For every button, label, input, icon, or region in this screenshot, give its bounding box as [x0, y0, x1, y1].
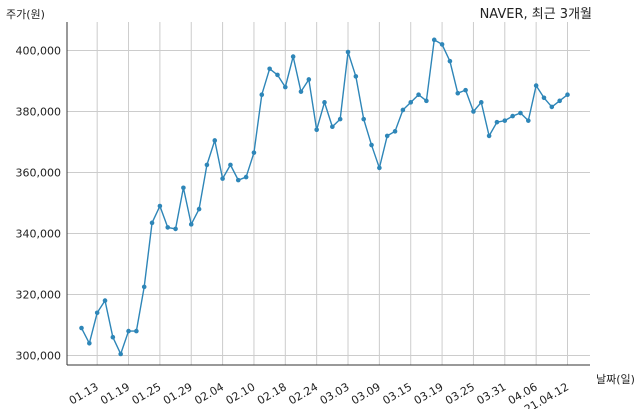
x-axis-title: 날짜(일): [596, 372, 635, 386]
data-point: [196, 206, 202, 212]
x-tick-label: 02.10: [224, 380, 258, 407]
y-tick-label: 380,000: [16, 106, 62, 119]
data-point: [494, 119, 500, 125]
data-point: [314, 127, 319, 133]
data-point: [290, 54, 296, 59]
data-point: [118, 351, 123, 357]
y-tick-label: 400,000: [16, 45, 62, 58]
x-tick-label: 02.18: [255, 380, 289, 407]
data-point: [377, 165, 382, 171]
data-point: [416, 92, 421, 98]
y-tick-label: 300,000: [16, 350, 62, 363]
data-point: [306, 77, 312, 82]
series-line: [80, 39, 568, 355]
x-tick-label: 03.03: [318, 380, 352, 407]
data-point: [439, 42, 445, 47]
data-point: [259, 92, 265, 98]
data-point: [447, 58, 453, 64]
chart-title: NAVER, 최근 3개월: [480, 7, 592, 22]
y-axis-title: 주가(원): [6, 8, 45, 21]
data-point: [204, 162, 210, 168]
data-point: [361, 116, 366, 122]
series-layer: [79, 37, 570, 357]
data-point: [102, 298, 108, 303]
data-point: [463, 87, 468, 93]
data-point: [533, 83, 539, 88]
data-point: [165, 225, 171, 230]
data-point: [283, 84, 288, 90]
data-point: [267, 66, 272, 72]
data-point: [557, 98, 562, 104]
data-point: [337, 116, 343, 122]
data-point: [345, 49, 351, 55]
data-point: [126, 328, 131, 334]
data-point: [251, 150, 257, 155]
data-point: [424, 98, 429, 104]
data-point: [322, 100, 327, 105]
x-tick-label: 03.25: [443, 380, 477, 407]
x-tick-label: 01.19: [98, 380, 132, 407]
grid-lines: [67, 22, 590, 365]
data-point: [141, 284, 147, 290]
tick-labels: 300,000 320,000 340,000 360,000 380,000 400,0…: [16, 45, 572, 409]
y-tick-label: 340,000: [16, 228, 62, 241]
x-tick-label: 02.04: [192, 380, 226, 407]
data-point: [181, 185, 186, 191]
data-point: [486, 133, 492, 139]
x-tick-label: 02.24: [286, 380, 320, 407]
data-point: [478, 100, 484, 105]
data-point: [94, 310, 100, 316]
y-tick-label: 320,000: [16, 289, 62, 302]
data-point: [431, 37, 437, 43]
data-point: [510, 113, 515, 119]
data-point: [87, 341, 92, 346]
data-point: [518, 110, 523, 116]
x-tick-label: 01.13: [67, 380, 101, 407]
data-point: [173, 226, 178, 232]
data-point: [149, 220, 155, 226]
x-tick-label: 01.25: [130, 380, 164, 407]
data-point: [353, 74, 359, 79]
data-point: [502, 118, 508, 123]
data-point: [455, 90, 461, 96]
data-point: [471, 109, 476, 114]
data-point: [408, 100, 414, 105]
data-point: [541, 95, 547, 101]
y-tick-label: 360,000: [16, 167, 62, 180]
x-tick-label: 01.29: [161, 380, 195, 407]
data-point: [235, 177, 241, 183]
data-point: [228, 162, 233, 168]
data-point: [392, 129, 398, 134]
axes: [66, 22, 590, 366]
data-point: [565, 92, 570, 98]
x-tick-label: 03.09: [349, 380, 383, 407]
data-point: [157, 203, 163, 209]
data-point: [298, 89, 304, 94]
data-point: [243, 174, 249, 180]
data-point: [212, 138, 218, 143]
x-tick-label: 03.19: [412, 380, 446, 407]
data-point: [110, 334, 116, 340]
data-point: [330, 124, 335, 130]
data-point: [134, 328, 139, 334]
x-tick-label: 03.15: [380, 380, 414, 407]
data-point: [384, 133, 390, 139]
data-point: [79, 325, 84, 331]
data-point: [188, 222, 194, 227]
x-tick-label: 03.31: [475, 380, 509, 407]
data-point: [275, 72, 280, 78]
data-point: [526, 118, 531, 123]
data-point: [400, 107, 406, 113]
data-point: [369, 142, 374, 148]
data-point: [220, 176, 225, 181]
data-point: [549, 104, 555, 110]
